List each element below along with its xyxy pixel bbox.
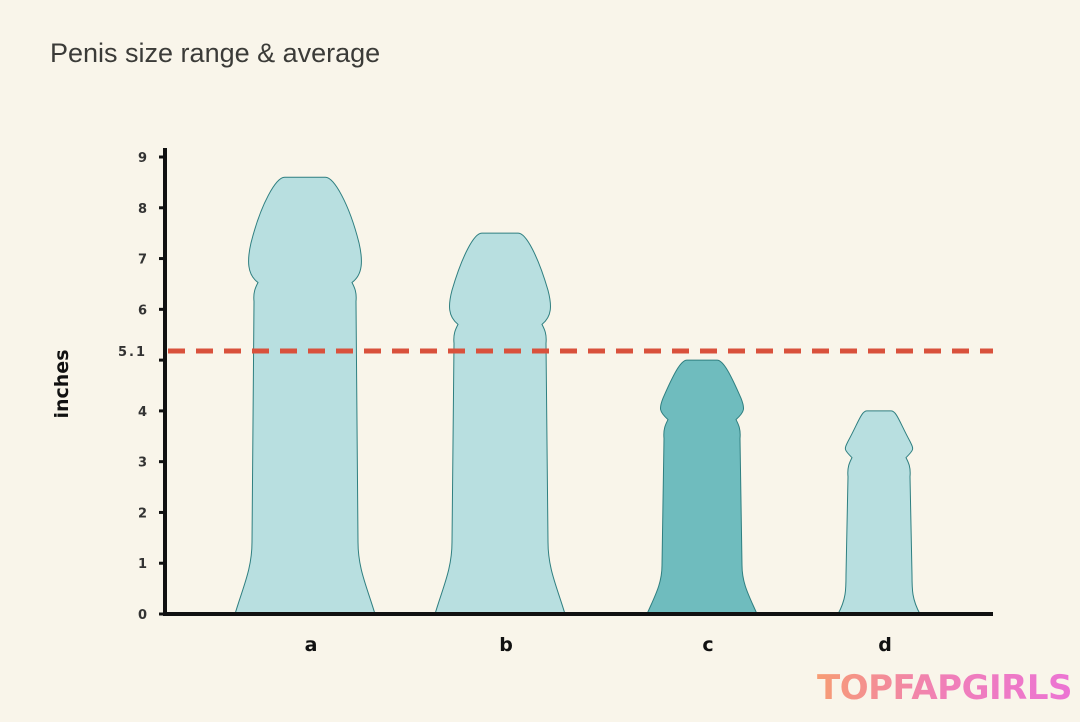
y-tick-label: 9: [138, 151, 147, 166]
y-tick-label: 2: [138, 506, 147, 521]
watermark-logo: TOPFAPGIRLS: [817, 668, 1072, 708]
x-tick-label: c: [702, 634, 713, 656]
y-tick-label: 0: [138, 608, 147, 623]
bar-b: [434, 232, 566, 615]
bar-c: [646, 359, 758, 615]
bar-d: [837, 410, 921, 615]
y-tick-label: 1: [138, 557, 147, 572]
x-tick-label: a: [305, 634, 318, 656]
average-label: 5.1: [118, 345, 147, 360]
y-tick-label: 6: [138, 303, 147, 318]
x-tick-label: d: [878, 634, 892, 656]
chart-title: Penis size range & average: [50, 38, 381, 68]
y-tick-label: 8: [138, 202, 147, 217]
y-tick-label: 3: [138, 456, 147, 471]
x-tick-label: b: [499, 634, 513, 656]
bar-a: [234, 176, 376, 615]
y-tick-label: 4: [138, 405, 147, 420]
y-tick-label: 7: [138, 253, 147, 268]
